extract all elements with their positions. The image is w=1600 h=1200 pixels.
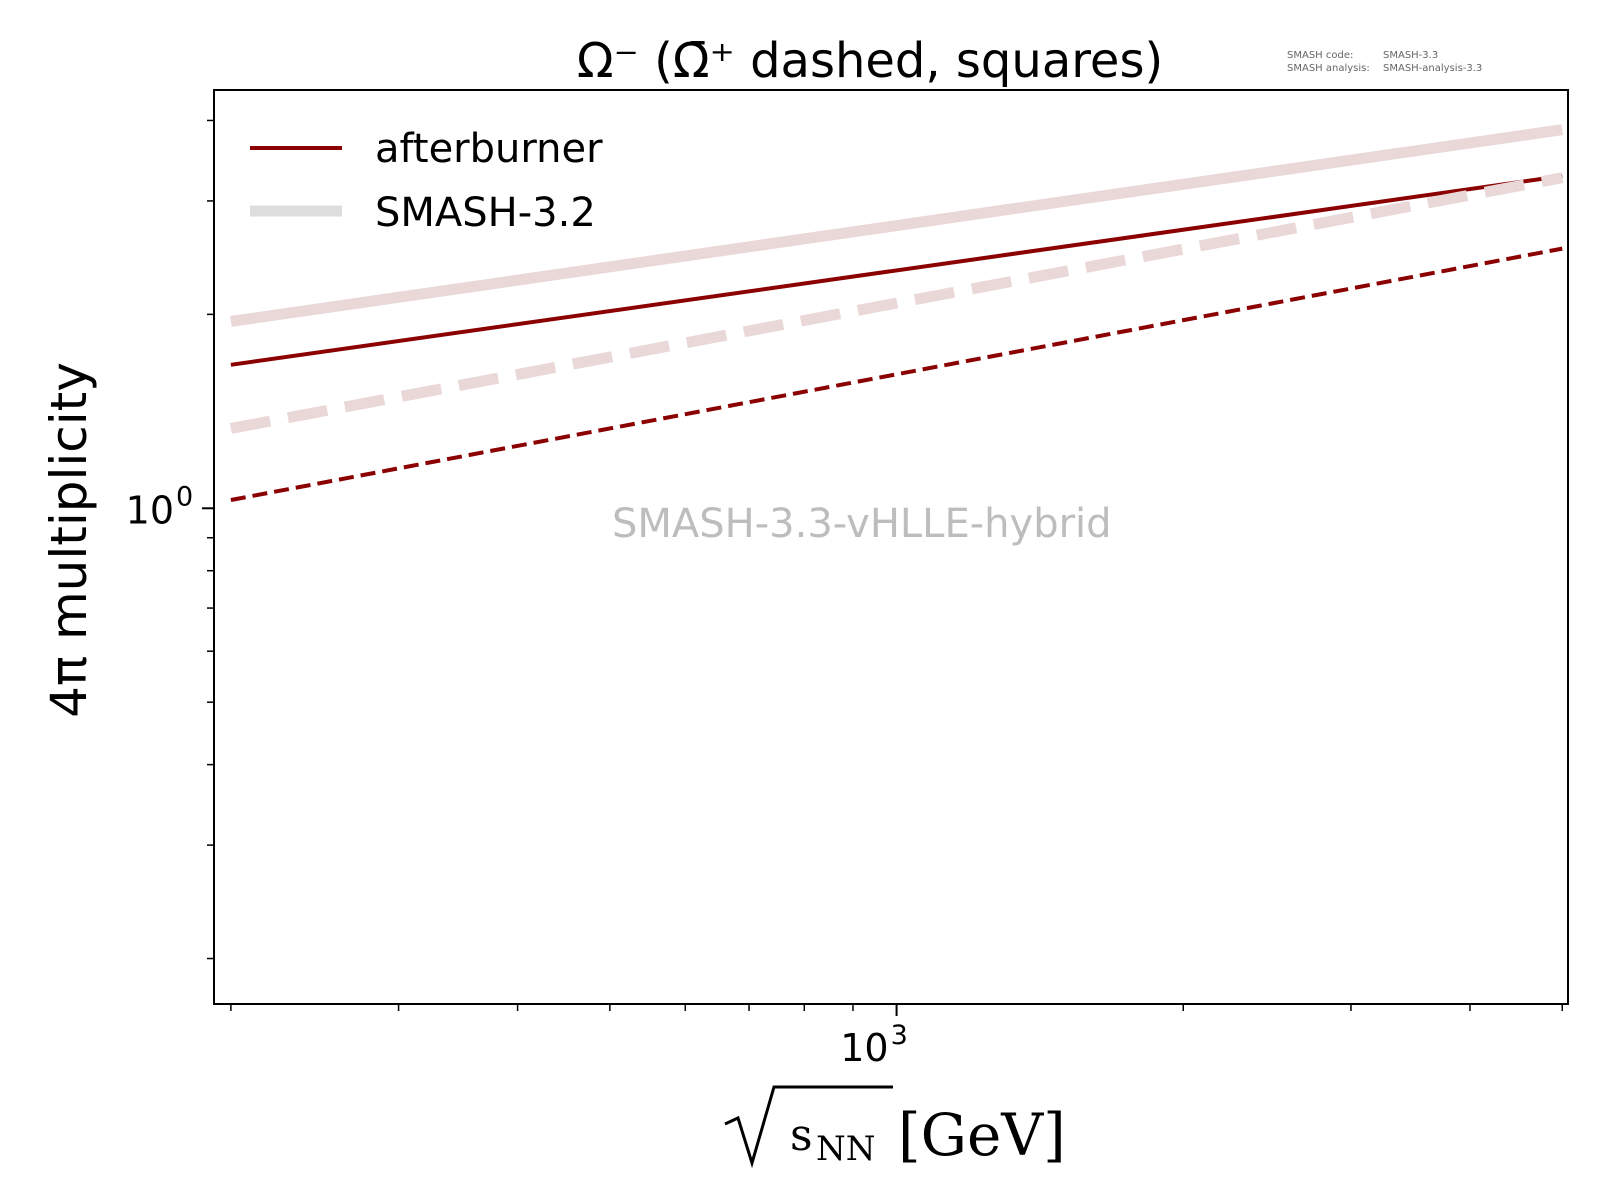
chart-title: Ω⁻ (Ω̄⁺ dashed, squares) — [577, 33, 1163, 89]
legend-label-afterburner: afterburner — [375, 126, 603, 172]
version-analysis-value: SMASH-analysis-3.3 — [1383, 63, 1482, 74]
plot-frame — [213, 89, 1569, 1005]
x-tick-label: 10 — [840, 1026, 888, 1070]
version-analysis-label: SMASH analysis: — [1287, 63, 1370, 74]
version-code-value: SMASH-3.3 — [1383, 50, 1438, 61]
series-line-1 — [230, 173, 1563, 367]
series-layer — [229, 124, 1564, 502]
legend: afterburner SMASH-3.2 — [250, 126, 603, 236]
tick-layer: 10 310 0 — [126, 119, 1563, 1070]
y-tick-label-exponent: 0 — [176, 481, 193, 512]
x-tick-label-exponent: 3 — [891, 1020, 908, 1051]
x-axis-label: s NN [GeV] — [724, 1085, 1066, 1169]
version-code-label: SMASH code: — [1287, 50, 1353, 61]
x-axis-label-unit: [GeV] — [898, 1101, 1066, 1169]
x-axis-label-radicand: s — [790, 1110, 813, 1161]
y-tick-label: 10 — [126, 488, 174, 532]
series-line-0 — [230, 124, 1564, 327]
series-line-3 — [230, 246, 1563, 502]
series-line-2 — [229, 172, 1564, 434]
sqrt-symbol-icon — [724, 1085, 893, 1169]
y-axis-label: 4π multiplicity — [40, 362, 98, 718]
x-axis-label-subscript: NN — [816, 1129, 876, 1169]
watermark: SMASH-3.3-vHLLE-hybrid — [612, 501, 1112, 547]
legend-label-smash-3-2: SMASH-3.2 — [375, 190, 596, 236]
version-info: SMASH code: SMASH-3.3 SMASH analysis: SM… — [1287, 50, 1482, 74]
